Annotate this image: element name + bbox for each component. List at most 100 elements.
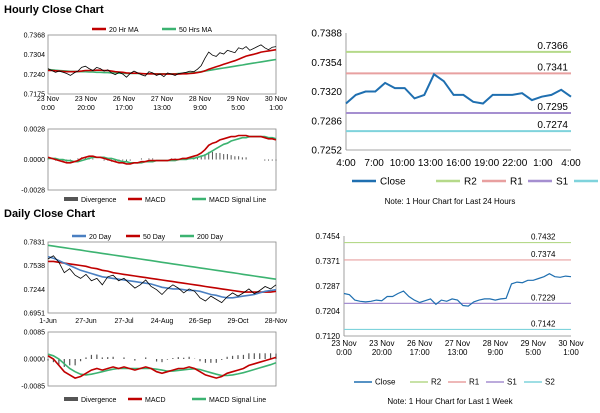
- hourly-price-y-tick-label: 0.7304: [24, 52, 46, 59]
- daily-price-x-tick-label: 27-Jun: [75, 318, 97, 325]
- hourly-close-line: [345, 72, 572, 105]
- hourly-macd-legend-entry: Divergence: [81, 197, 117, 204]
- daily-price-legend-entry: 20 Day: [89, 234, 112, 241]
- daily-ma20-line: [47, 255, 277, 299]
- hourly-price-x-tick-label: 27 Nov: [151, 96, 174, 103]
- daily-price-frame: [47, 241, 277, 314]
- hourly-macd-y-tick-label: -0.0028: [21, 188, 45, 195]
- hourly-macd-y-tick-label: 0.0000: [24, 157, 46, 164]
- daily-levels-legend-entry: S2: [545, 378, 555, 387]
- daily-levels-x-tick-label: 26 Nov: [407, 339, 432, 348]
- daily-levels-x-tick-label: 30 Nov: [558, 339, 583, 348]
- hourly-macd-legend-entry: MACD: [145, 197, 166, 204]
- daily-macd-y-tick-label: 0.0000: [24, 357, 46, 364]
- hourly-price-legend-entry: 20 Hr MA: [109, 27, 139, 34]
- daily-price-x-tick-label: 26-Sep: [189, 318, 212, 325]
- hourly-price-x-tick-label: 23 Nov: [75, 96, 98, 103]
- daily-price-y-tick-label: 0.7244: [24, 287, 46, 294]
- daily-level-r2-label: 0.7432: [531, 233, 556, 242]
- hourly-levels-y-tick-label: 0.7320: [311, 87, 342, 98]
- daily-price-y-tick-label: 0.7538: [24, 263, 46, 270]
- hourly-levels-x-tick-label: 13:00: [418, 158, 443, 169]
- daily-macd-y-tick-label: -0.0085: [21, 384, 45, 391]
- hourly-ma20-line: [48, 48, 277, 75]
- daily-macd-legend-entry: Divergence: [81, 397, 117, 404]
- hourly-levels-legend-entry: S1: [556, 177, 569, 188]
- hourly-levels-x-tick-label: 16:00: [446, 158, 471, 169]
- daily-price-x-tick-label: 27-Jul: [114, 318, 134, 325]
- hourly-level-s1-label: 0.7295: [537, 102, 568, 113]
- daily-levels-legend-entry: R1: [469, 378, 480, 387]
- hourly-levels-x-tick-label: 1:00: [533, 158, 553, 169]
- daily-levels-x-tick-label: 9:00: [488, 348, 504, 357]
- daily-levels-x-tick-label: 23 Nov: [331, 339, 356, 348]
- daily-level-s2-label: 0.7142: [531, 319, 556, 328]
- daily-levels-x-tick-label: 27 Nov: [445, 339, 470, 348]
- hourly-levels-legend-entry: Close: [380, 177, 406, 188]
- daily-levels-x-tick-label: 20:00: [372, 348, 393, 357]
- hourly-macd-line: [47, 134, 277, 165]
- hourly-levels-x-tick-label: 4:00: [561, 158, 581, 169]
- hourly-levels-legend-entry: R2: [464, 177, 477, 188]
- daily-price-x-tick-label: 24-Aug: [151, 318, 174, 325]
- hourly-macd-y-tick-label: 0.0028: [24, 127, 46, 134]
- hourly-price-x-tick-label: 29 Nov: [227, 96, 250, 103]
- hourly-price-x-tick-label: 13:00: [153, 105, 171, 112]
- hourly-levels-y-tick-label: 0.7354: [311, 58, 342, 69]
- daily-signal-line: [47, 353, 277, 377]
- daily-levels-legend-entry: S1: [507, 378, 517, 387]
- hourly-price-x-tick-label: 28 Nov: [189, 96, 212, 103]
- hourly-price-x-tick-label: 9:00: [193, 105, 207, 112]
- daily-price-line: [47, 255, 277, 304]
- hourly-price-y-tick-label: 0.7240: [24, 72, 46, 79]
- daily-levels-y-tick-label: 0.7454: [316, 232, 341, 241]
- daily-ma200-line: [47, 244, 277, 280]
- daily-levels-x-tick-label: 17:00: [410, 348, 431, 357]
- daily-close-line: [343, 273, 572, 307]
- hourly-levels-legend-entry: R1: [510, 177, 523, 188]
- daily-price-x-tick-label: 28-Nov: [265, 318, 288, 325]
- hourly-price-line: [47, 44, 277, 78]
- daily-levels-note: Note: 1 Hour Chart for Last 1 Week: [387, 397, 513, 406]
- daily-macd-line: [47, 355, 277, 379]
- hourly-price-y-tick-label: 0.7368: [24, 33, 46, 40]
- hourly-price-legend-entry: 50 Hrs MA: [179, 27, 212, 34]
- hourly-levels-x-tick-label: 22:00: [502, 158, 527, 169]
- daily-price-y-tick-label: 0.7831: [24, 240, 46, 247]
- daily-levels-x-tick-label: 5:00: [525, 348, 541, 357]
- daily-levels-y-tick-label: 0.7204: [316, 307, 341, 316]
- hourly-price-x-tick-label: 23 Nov: [37, 96, 60, 103]
- hourly-price-x-tick-label: 17:00: [115, 105, 133, 112]
- daily-levels-x-tick-label: 0:00: [336, 348, 352, 357]
- daily-macd-legend-entry: MACD Signal Line: [209, 397, 266, 404]
- daily-price-y-tick-label: 0.6951: [24, 311, 46, 318]
- daily-price-x-tick-label: 29-Oct: [227, 318, 248, 325]
- hourly-levels-x-tick-label: 10:00: [390, 158, 415, 169]
- daily-levels-y-tick-label: 0.7120: [316, 332, 341, 341]
- daily-levels-x-tick-label: 28 Nov: [483, 339, 508, 348]
- hourly-price-x-tick-label: 1:00: [269, 105, 283, 112]
- hourly-levels-y-tick-label: 0.7252: [311, 146, 342, 157]
- daily-levels-legend-entry: Close: [375, 378, 396, 387]
- hourly-levels-y-tick-label: 0.7388: [311, 29, 342, 40]
- daily-levels-x-tick-label: 1:00: [563, 348, 579, 357]
- daily-close-chart-title: Daily Close Chart: [4, 208, 96, 220]
- hourly-level-s2-label: 0.7274: [537, 120, 568, 131]
- daily-macd-y-tick-label: 0.0085: [24, 330, 46, 337]
- hourly-levels-x-tick-label: 4:00: [336, 158, 356, 169]
- hourly-levels-y-tick-label: 0.7286: [311, 116, 342, 127]
- hourly-price-x-tick-label: 30 Nov: [265, 96, 288, 103]
- daily-levels-y-tick-label: 0.7287: [316, 282, 341, 291]
- daily-levels-x-tick-label: 13:00: [447, 348, 468, 357]
- daily-level-s1-label: 0.7229: [531, 293, 556, 302]
- hourly-price-frame: [47, 34, 277, 95]
- daily-level-r1-label: 0.7374: [531, 250, 556, 259]
- hourly-price-y-tick-label: 0.7175: [24, 92, 46, 99]
- hourly-levels-x-tick-label: 7:00: [364, 158, 384, 169]
